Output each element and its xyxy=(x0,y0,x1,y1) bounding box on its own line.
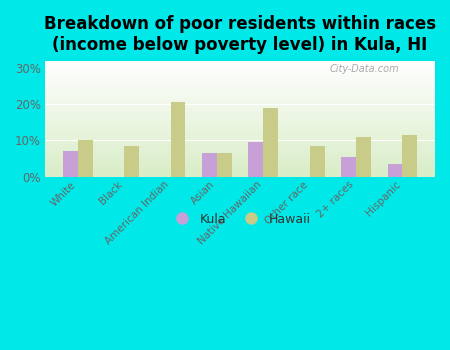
Bar xyxy=(124,146,139,177)
Bar xyxy=(63,151,78,177)
Bar xyxy=(171,103,185,177)
Bar xyxy=(248,142,263,177)
Text: City-Data.com: City-Data.com xyxy=(330,64,400,75)
Bar xyxy=(310,146,324,177)
Bar xyxy=(356,137,371,177)
Bar xyxy=(202,153,217,177)
Bar xyxy=(78,140,93,177)
Bar xyxy=(341,157,356,177)
Bar xyxy=(263,108,278,177)
Bar xyxy=(387,164,402,177)
Bar xyxy=(402,135,417,177)
Legend: Kula, Hawaii: Kula, Hawaii xyxy=(164,208,316,231)
Title: Breakdown of poor residents within races
(income below poverty level) in Kula, H: Breakdown of poor residents within races… xyxy=(44,15,436,54)
Bar xyxy=(217,153,232,177)
